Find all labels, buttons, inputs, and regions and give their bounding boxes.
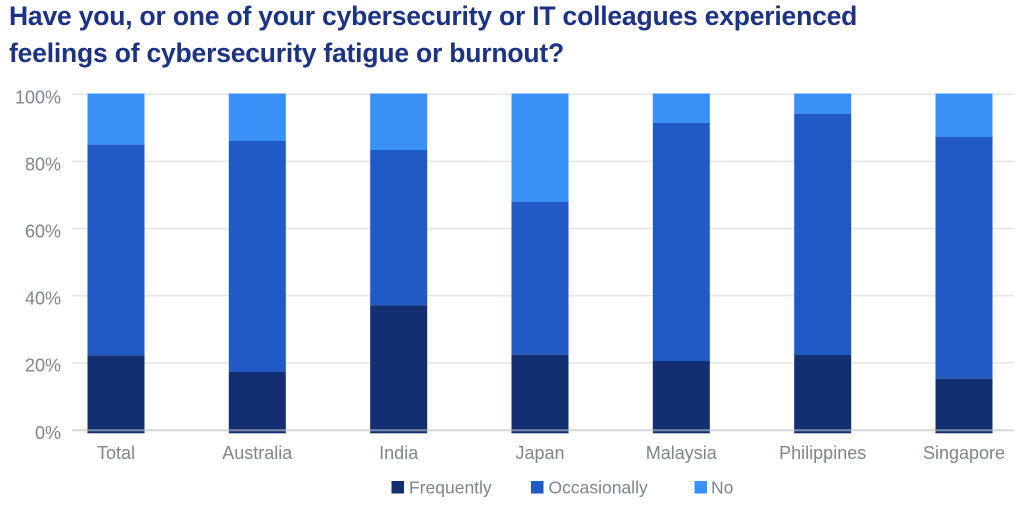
svg-text:India: India	[379, 443, 419, 463]
svg-text:80%: 80%	[25, 154, 61, 174]
svg-text:40%: 40%	[25, 289, 61, 309]
svg-text:No: No	[711, 478, 733, 498]
svg-text:Philippines: Philippines	[779, 443, 866, 463]
svg-text:Frequently: Frequently	[409, 478, 492, 498]
svg-text:Malaysia: Malaysia	[646, 443, 718, 463]
svg-text:60%: 60%	[25, 222, 61, 242]
svg-text:Occasionally: Occasionally	[549, 478, 648, 498]
svg-text:Australia: Australia	[222, 443, 293, 463]
svg-text:0%: 0%	[35, 423, 61, 443]
svg-text:Singapore: Singapore	[923, 443, 1005, 463]
svg-text:Japan: Japan	[515, 443, 564, 463]
svg-text:100%: 100%	[15, 87, 61, 107]
svg-text:Total: Total	[97, 443, 135, 463]
svg-text:20%: 20%	[25, 356, 61, 376]
